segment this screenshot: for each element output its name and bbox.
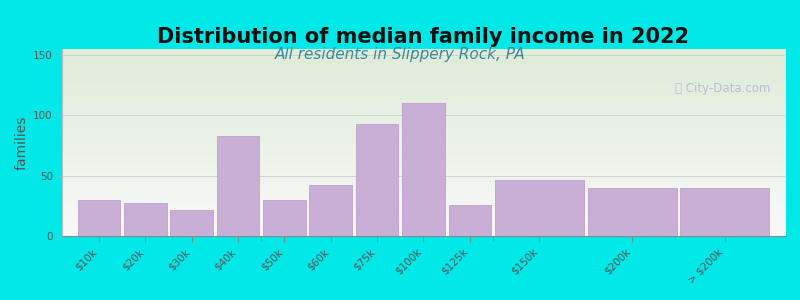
- Bar: [263, 200, 306, 236]
- Bar: [78, 200, 120, 236]
- Bar: [680, 188, 770, 236]
- Title: Distribution of median family income in 2022: Distribution of median family income in …: [158, 27, 690, 47]
- Bar: [587, 188, 677, 236]
- Y-axis label: families: families: [15, 115, 29, 170]
- Bar: [402, 103, 445, 236]
- Bar: [356, 124, 398, 236]
- Bar: [170, 209, 213, 236]
- Bar: [217, 136, 259, 236]
- Text: All residents in Slippery Rock, PA: All residents in Slippery Rock, PA: [274, 46, 526, 62]
- Text: ⓘ City-Data.com: ⓘ City-Data.com: [675, 82, 770, 95]
- Bar: [495, 181, 584, 236]
- Bar: [310, 185, 352, 236]
- Bar: [449, 205, 491, 236]
- Bar: [124, 203, 166, 236]
